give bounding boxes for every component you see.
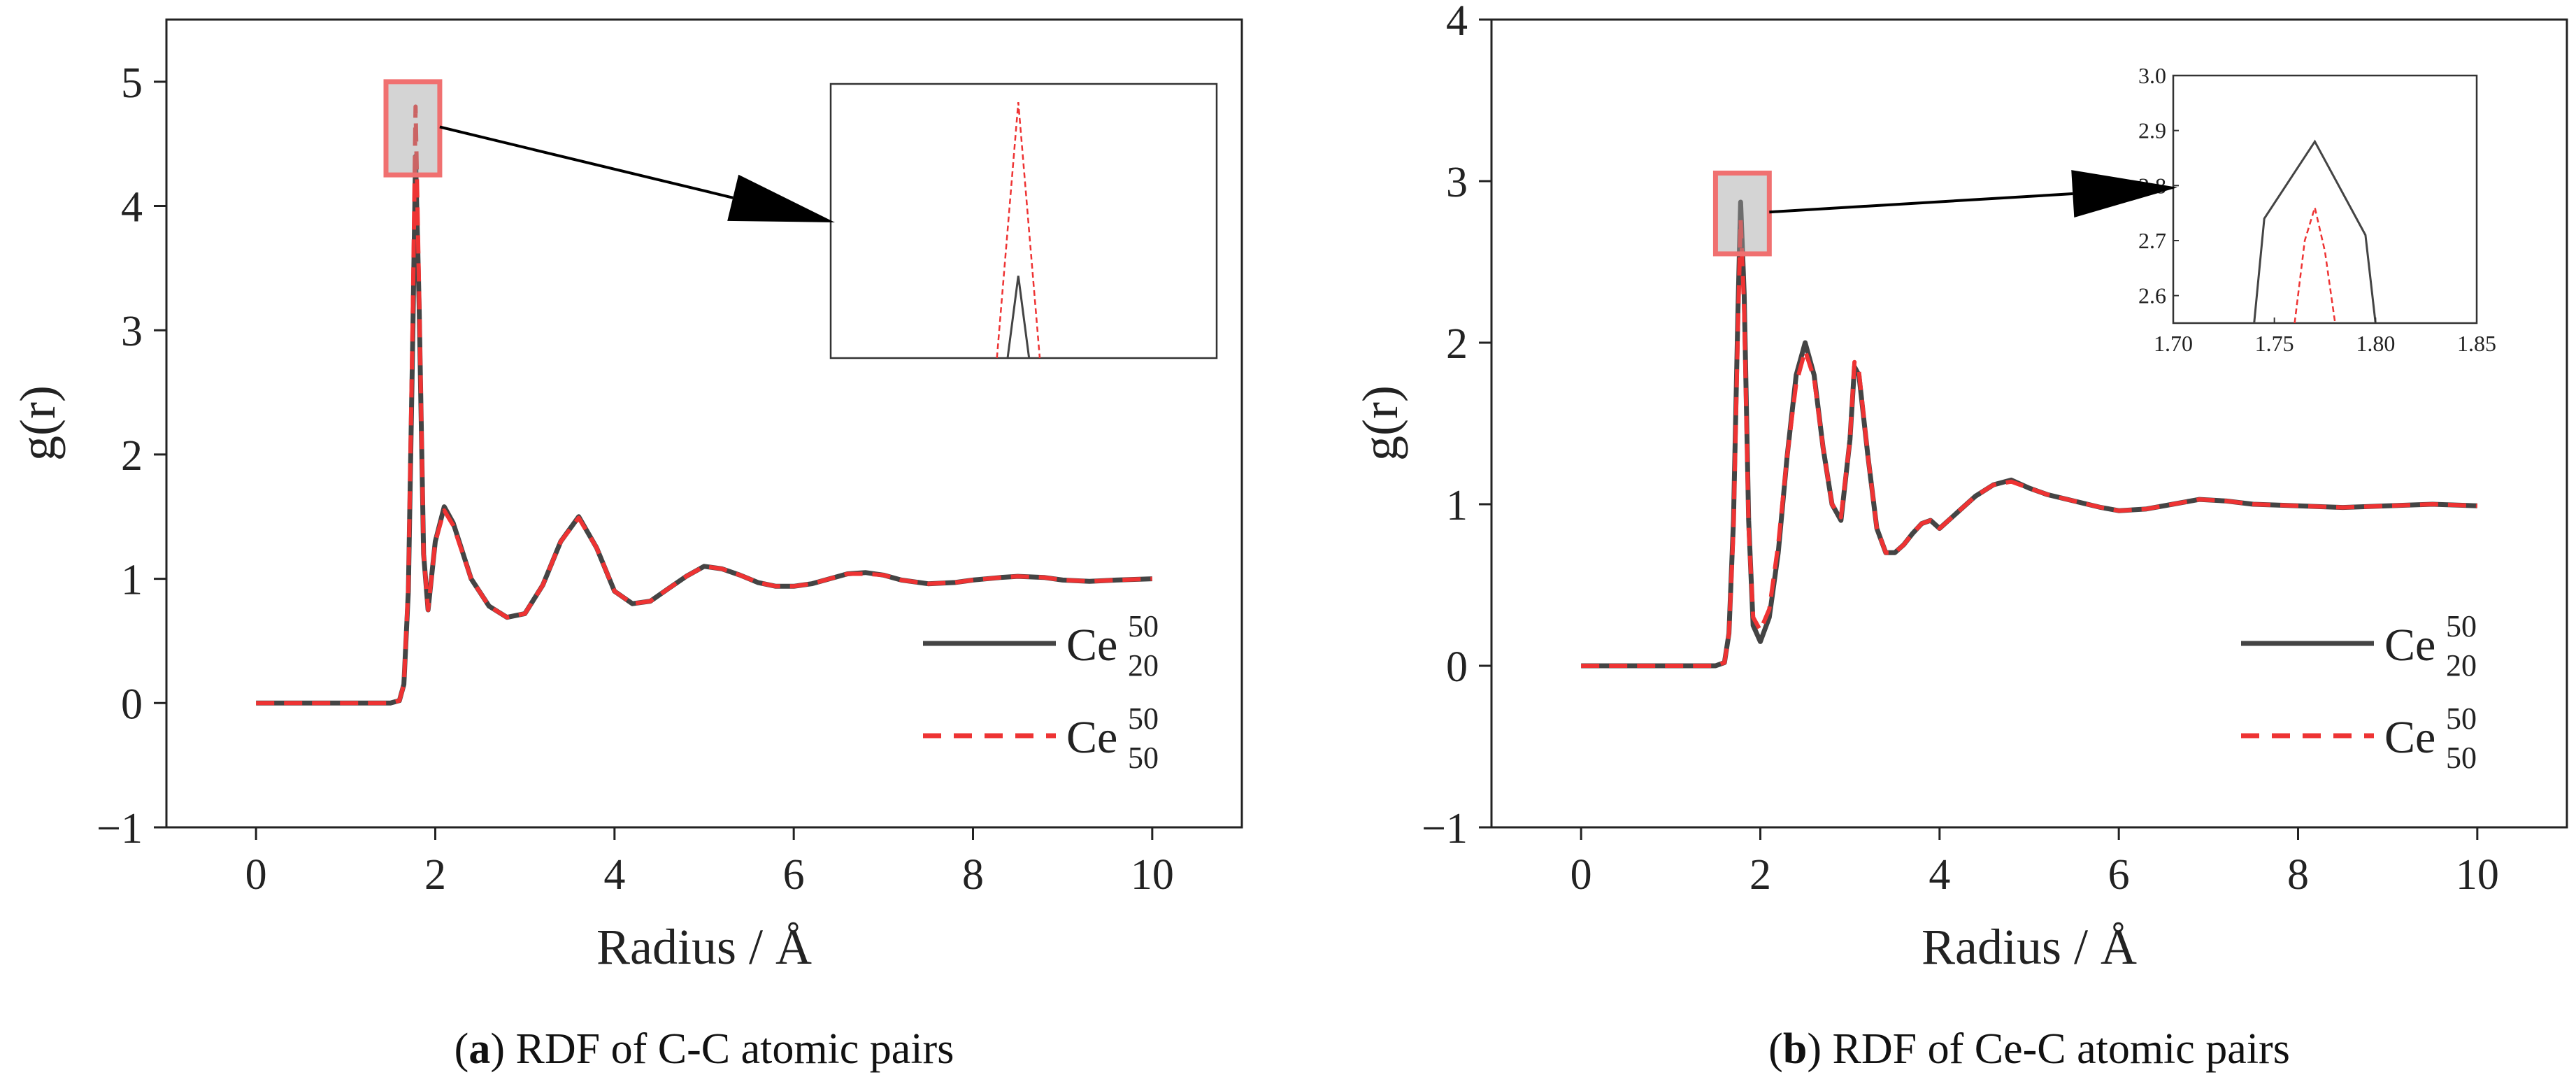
y-tick-label: −1 (96, 805, 143, 853)
legend-label: Ce (1066, 620, 1117, 671)
inset-x-tick-label: 1.80 (2356, 331, 2395, 356)
series-line-ce-50 (1581, 218, 2477, 668)
inset-series-line (1006, 276, 1031, 359)
inset-y-tick-label: 2.6 (2138, 283, 2166, 308)
y-tick-label: 4 (1446, 0, 1468, 45)
legend-label: Ce (1066, 712, 1117, 763)
panel-a: 0 2 4 6 8 10 −1 0 1 2 3 4 5 Radius / Å g(r) Ce 50 20 Ce 50 5… (10, 18, 1243, 1073)
y-tick-label: 3 (1446, 159, 1468, 206)
legend-subscript: 20 (1128, 648, 1159, 683)
legend-subscript: 20 (2446, 648, 2477, 683)
y-tick-label: 3 (121, 308, 143, 355)
caption-letter: b (1783, 1025, 1807, 1073)
zoom-arrow-head (727, 174, 835, 222)
panel-b: 0 2 4 6 8 10 −1 0 1 2 3 4 Radius / Å g(r) 1.70 1.75 1.80… (1352, 0, 2568, 1073)
y-tick-label: 0 (1446, 643, 1468, 691)
inset-series-line (2294, 204, 2336, 324)
x-tick-label: 10 (2456, 851, 2499, 899)
zoom-arrow-line (439, 125, 734, 199)
x-axis-title: Radius / Å (1922, 919, 2137, 975)
x-axis-title: Radius / Å (596, 919, 812, 975)
x-tick-label: 10 (1131, 851, 1174, 899)
inset-frame (2172, 74, 2478, 325)
x-tick-label: 0 (1570, 851, 1592, 899)
legend-label: Ce (2384, 712, 2435, 763)
panel-caption: (b) RDF of Ce-C atomic pairs (1768, 1025, 2290, 1073)
legend-superscript: 50 (1128, 609, 1159, 643)
inset-x-tick-label: 1.70 (2154, 331, 2193, 356)
x-tick-label: 8 (2287, 851, 2309, 899)
y-tick-label: 2 (1446, 320, 1468, 368)
legend-superscript: 50 (2446, 609, 2477, 643)
plot-frame (1490, 18, 2568, 829)
inset-y-tick-label: 2.7 (2138, 228, 2166, 253)
x-tick-label: 6 (2108, 851, 2130, 899)
series-line-ce-50 (256, 104, 1152, 706)
y-tick-label: 0 (121, 680, 143, 728)
zoom-arrow-line (1769, 192, 2073, 214)
inset-series-line (2253, 139, 2377, 324)
y-tick-label: 5 (121, 59, 143, 107)
zoom-highlight-box (1712, 170, 1772, 257)
y-tick-label: 1 (1446, 482, 1468, 529)
inset-series-line (996, 101, 1041, 359)
x-tick-label: 2 (1749, 851, 1771, 899)
plot-frame (165, 18, 1243, 829)
x-tick-label: 4 (603, 851, 625, 899)
y-tick-label: −1 (1422, 805, 1468, 853)
legend-superscript: 50 (1128, 701, 1159, 736)
x-tick-label: 4 (1929, 851, 1950, 899)
y-tick-label: 1 (121, 557, 143, 604)
y-tick-label: 4 (121, 184, 143, 231)
legend-subscript: 50 (2446, 741, 2477, 775)
y-axis-title: g(r) (10, 385, 66, 461)
inset-y-tick-label: 3.0 (2138, 63, 2166, 88)
legend-superscript: 50 (2446, 701, 2477, 736)
caption-letter: a (468, 1025, 490, 1073)
legend-label: Ce (2384, 620, 2435, 671)
x-tick-label: 0 (245, 851, 267, 899)
inset-x-tick-label: 1.75 (2255, 331, 2294, 356)
zoom-arrow-head (2071, 170, 2177, 218)
x-tick-label: 2 (424, 851, 446, 899)
inset-y-tick-label: 2.9 (2138, 118, 2166, 143)
x-tick-label: 8 (962, 851, 984, 899)
inset-x-tick-label: 1.85 (2457, 331, 2496, 356)
legend-subscript: 50 (1128, 741, 1159, 775)
zoom-highlight-box (383, 79, 443, 178)
panel-caption: (a) RDF of C-C atomic pairs (455, 1025, 954, 1073)
y-axis-title: g(r) (1352, 385, 1408, 461)
x-tick-label: 6 (783, 851, 805, 899)
y-tick-label: 2 (121, 432, 143, 480)
